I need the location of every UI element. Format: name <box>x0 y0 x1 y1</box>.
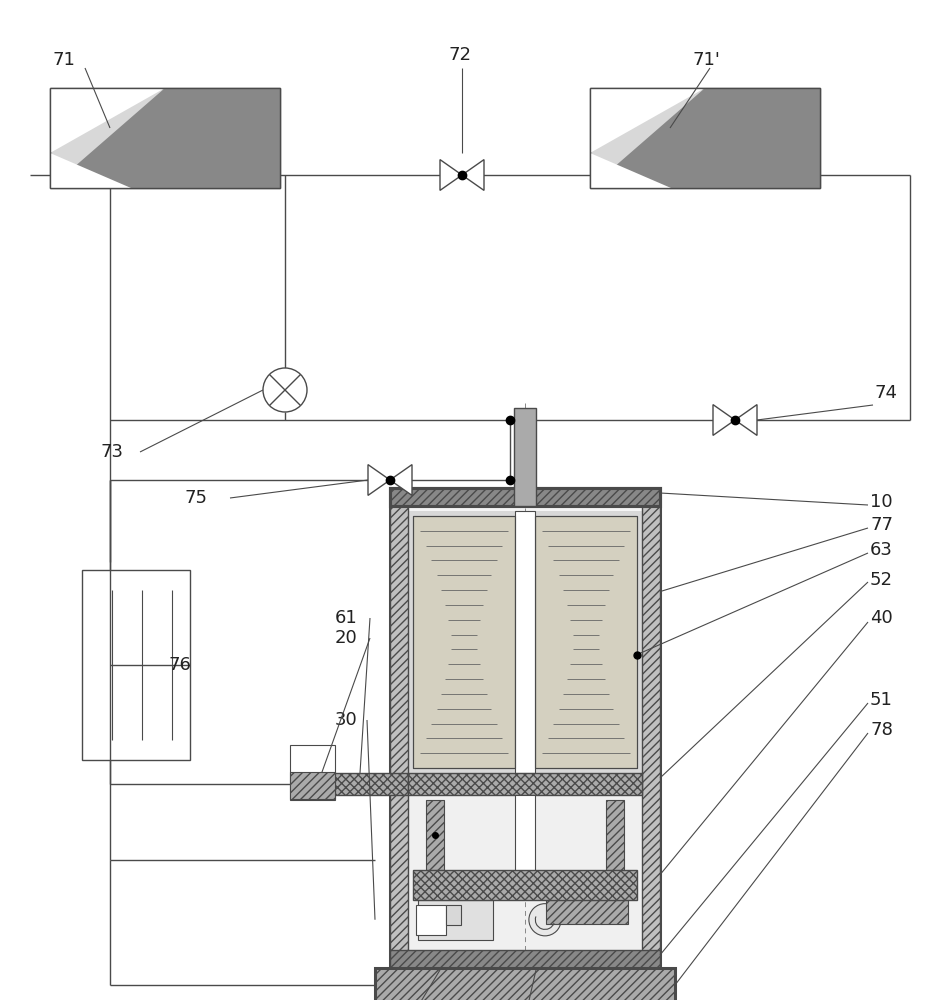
Text: 76: 76 <box>168 656 191 674</box>
Text: 30: 30 <box>335 711 358 729</box>
Text: 73: 73 <box>100 443 123 461</box>
Bar <box>426 800 444 870</box>
Polygon shape <box>590 88 705 153</box>
Bar <box>408 773 642 795</box>
Text: 72: 72 <box>448 46 471 64</box>
Polygon shape <box>590 88 820 188</box>
Bar <box>535 516 637 768</box>
Bar <box>418 900 493 940</box>
Bar <box>290 745 335 800</box>
Polygon shape <box>368 465 390 495</box>
Polygon shape <box>440 160 462 190</box>
Text: 51: 51 <box>870 691 893 709</box>
Bar <box>535 516 637 768</box>
Polygon shape <box>390 465 412 495</box>
Text: 10: 10 <box>870 493 893 511</box>
Polygon shape <box>50 88 280 188</box>
Bar <box>590 88 820 188</box>
Bar <box>642 488 660 968</box>
Text: 62: 62 <box>420 969 443 987</box>
Polygon shape <box>50 153 131 188</box>
Bar <box>514 408 536 506</box>
Bar <box>413 516 515 768</box>
Bar <box>515 795 535 875</box>
Text: 71': 71' <box>692 51 720 69</box>
Bar <box>408 511 642 773</box>
Text: 74: 74 <box>875 384 898 402</box>
Bar <box>50 88 280 188</box>
Polygon shape <box>462 160 484 190</box>
Circle shape <box>263 368 307 412</box>
Text: A: A <box>530 969 543 987</box>
Bar <box>416 905 446 935</box>
Text: 20: 20 <box>335 629 358 647</box>
Bar <box>546 900 627 924</box>
Text: 78: 78 <box>870 721 893 739</box>
Text: 71: 71 <box>52 51 74 69</box>
Bar <box>590 88 820 188</box>
Bar <box>515 511 535 773</box>
Polygon shape <box>590 153 671 188</box>
Bar <box>390 488 660 506</box>
Text: 40: 40 <box>870 609 893 627</box>
Bar <box>413 516 515 768</box>
Bar <box>330 773 408 795</box>
Bar <box>413 870 637 900</box>
Bar <box>606 800 624 870</box>
Text: 52: 52 <box>870 571 893 589</box>
Bar <box>408 795 642 950</box>
Bar <box>390 488 408 968</box>
Text: 75: 75 <box>185 489 208 507</box>
Bar <box>82 570 190 760</box>
Polygon shape <box>735 405 757 435</box>
Polygon shape <box>713 405 735 435</box>
Text: 63: 63 <box>870 541 893 559</box>
Polygon shape <box>50 88 165 153</box>
Bar <box>375 968 675 1000</box>
Circle shape <box>528 904 561 936</box>
Bar <box>390 488 660 968</box>
Bar <box>290 772 335 799</box>
Bar <box>446 905 461 925</box>
Bar <box>390 488 660 506</box>
Text: 61: 61 <box>335 609 358 627</box>
Bar <box>390 950 660 968</box>
Bar <box>50 88 280 188</box>
Text: 77: 77 <box>870 516 893 534</box>
